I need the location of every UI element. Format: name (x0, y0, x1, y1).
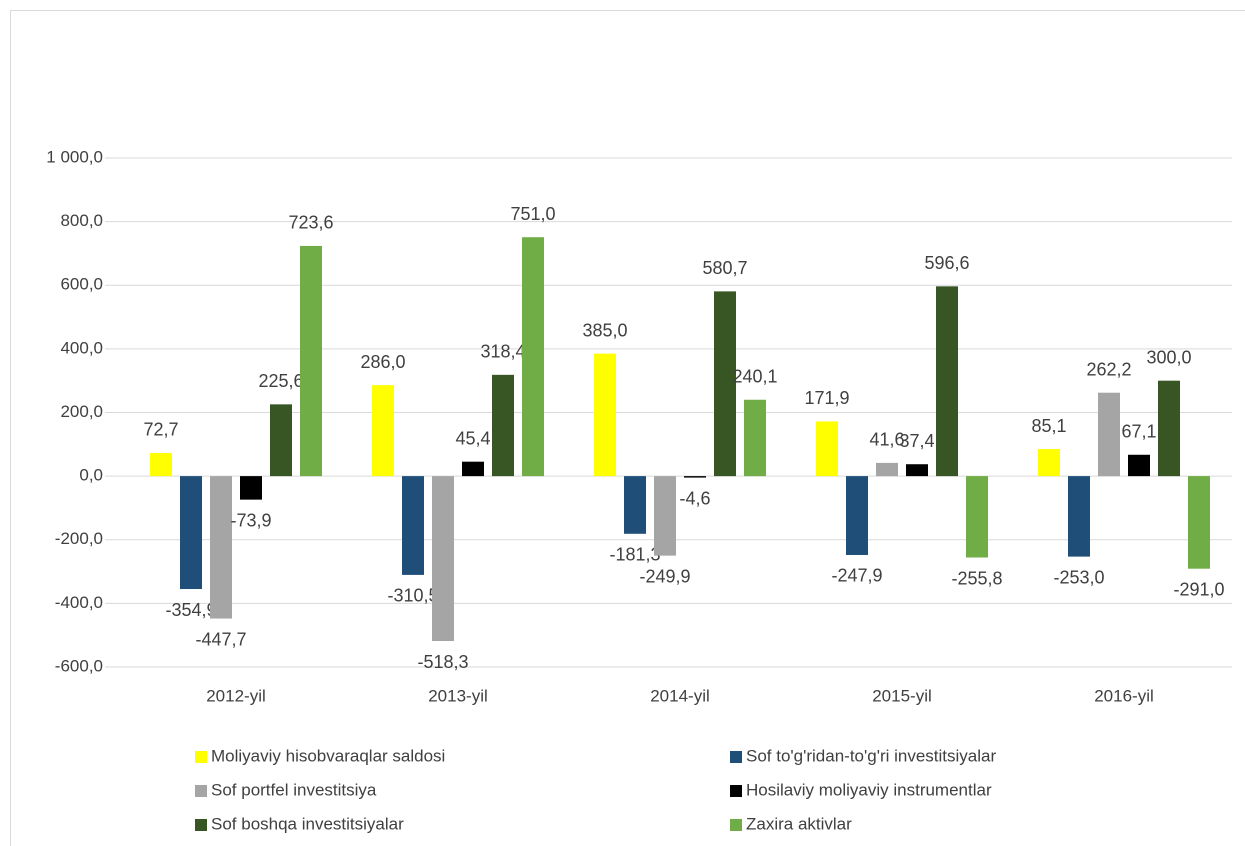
bar (936, 286, 958, 477)
bar (1068, 476, 1090, 557)
data-label: -255,8 (951, 568, 1002, 588)
data-label: 37,4 (899, 431, 934, 451)
y-tick-label: 200,0 (60, 402, 103, 421)
data-label: 751,0 (510, 204, 555, 224)
data-label: -310,5 (387, 586, 438, 606)
bar (180, 476, 202, 590)
bar (1128, 454, 1150, 477)
x-tick-label: 2014-yil (650, 686, 710, 705)
data-label: -354,9 (165, 600, 216, 620)
legend-label: Zaxira aktivlar (746, 814, 852, 833)
data-label: 723,6 (288, 213, 333, 233)
data-label: 385,0 (582, 320, 627, 340)
x-tick-label: 2012-yil (206, 686, 266, 705)
data-label: 318,4 (480, 342, 525, 362)
y-tick-label: 0,0 (79, 466, 103, 485)
data-label: 300,0 (1146, 347, 1191, 367)
bar (876, 462, 898, 477)
bar (432, 476, 454, 642)
y-tick-label: 600,0 (60, 275, 103, 294)
bar (816, 421, 838, 477)
y-tick-label: -600,0 (55, 656, 103, 675)
legend-swatch (195, 751, 207, 763)
data-label: 45,4 (455, 428, 490, 448)
bar (240, 476, 262, 500)
data-label: 72,7 (143, 420, 178, 440)
legend-label: Sof portfel investitsiya (211, 780, 377, 799)
data-label: 240,1 (732, 366, 777, 386)
legend-swatch (730, 751, 742, 763)
bar (1038, 449, 1060, 477)
y-tick-label: 1 000,0 (46, 147, 103, 166)
data-label: -253,0 (1053, 567, 1104, 587)
bar (684, 476, 706, 478)
x-tick-label: 2015-yil (872, 686, 932, 705)
x-tick-label: 2016-yil (1094, 686, 1154, 705)
bar (594, 353, 616, 477)
bar (1158, 380, 1180, 477)
data-label: -249,9 (639, 566, 690, 586)
y-tick-label: -400,0 (55, 593, 103, 612)
bar (1188, 476, 1210, 569)
legend-swatch (730, 785, 742, 797)
y-tick-label: 800,0 (60, 211, 103, 230)
data-label: -447,7 (195, 629, 246, 649)
bar (372, 385, 394, 477)
data-label: -247,9 (831, 566, 882, 586)
bar (402, 476, 424, 575)
data-label: 286,0 (360, 352, 405, 372)
bar (966, 476, 988, 558)
legend-label: Sof to'g'ridan-to'g'ri investitsiyalar (746, 746, 996, 765)
legend-label: Sof boshqa investitsiyalar (211, 814, 404, 833)
bar (744, 399, 766, 477)
bar (1098, 392, 1120, 477)
x-tick-label: 2013-yil (428, 686, 488, 705)
data-label: 171,9 (804, 388, 849, 408)
data-label: 596,6 (924, 253, 969, 273)
bar (654, 476, 676, 556)
bar (846, 476, 868, 555)
bar (522, 237, 544, 477)
data-label: -291,0 (1173, 579, 1224, 599)
bar (906, 464, 928, 477)
bar (270, 404, 292, 477)
y-tick-label: 400,0 (60, 338, 103, 357)
data-label: 41,6 (869, 430, 904, 450)
data-label: 85,1 (1031, 416, 1066, 436)
bar (624, 476, 646, 534)
data-label: -518,3 (417, 652, 468, 672)
legend-label: Hosilaviy moliyaviy instrumentlar (746, 780, 992, 799)
data-label: -73,9 (230, 510, 271, 530)
data-label: 225,6 (258, 371, 303, 391)
legend-label: Moliyaviy hisobvaraqlar saldosi (211, 746, 445, 765)
bar (492, 374, 514, 477)
bar (714, 291, 736, 477)
legend-swatch (195, 785, 207, 797)
data-label: 67,1 (1121, 422, 1156, 442)
y-tick-label: -200,0 (55, 529, 103, 548)
legend-swatch (730, 819, 742, 831)
bar (300, 245, 322, 477)
data-label: 262,2 (1086, 359, 1131, 379)
bar (462, 461, 484, 477)
chart-border (10, 10, 1245, 846)
bar (150, 452, 172, 477)
data-label: -181,3 (609, 545, 660, 565)
legend-swatch (195, 819, 207, 831)
bar (210, 476, 232, 619)
data-label: -4,6 (679, 488, 710, 508)
data-label: 580,7 (702, 258, 747, 278)
